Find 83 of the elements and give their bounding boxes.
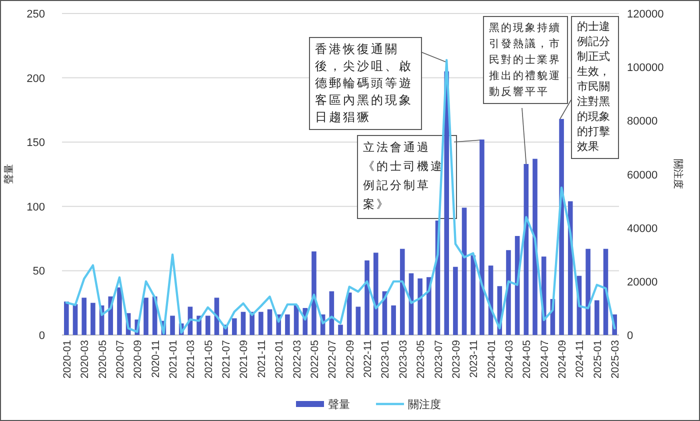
bar bbox=[586, 248, 590, 335]
y2-tick-label: 100000 bbox=[627, 62, 664, 74]
bar bbox=[338, 324, 343, 335]
x-tick-label: 2023-09 bbox=[450, 340, 462, 379]
bar bbox=[232, 318, 237, 335]
bar bbox=[391, 305, 396, 335]
y2-tick-label: 120000 bbox=[627, 8, 664, 20]
x-tick-label: 2024-07 bbox=[538, 340, 551, 379]
bar bbox=[285, 314, 290, 335]
y-tick-label: 250 bbox=[26, 8, 45, 20]
y2-axis-title: 關注度 bbox=[672, 159, 684, 189]
bar bbox=[267, 309, 272, 335]
x-tick-label: 2022-03 bbox=[291, 340, 304, 379]
bar bbox=[90, 302, 96, 335]
text: 的士違例記分制正式生效，市民關注對黑的現象的打擊效果 bbox=[577, 21, 610, 153]
bar bbox=[559, 118, 564, 335]
bar bbox=[117, 287, 122, 335]
x-tick-label: 2023-11 bbox=[468, 340, 480, 378]
annotation: 香港恢復通關後，尖沙咀、啟德郵輪碼頭等遊客區內黑的現象日趨猖獗 bbox=[309, 37, 422, 130]
x-tick-label: 2020-05 bbox=[96, 340, 109, 379]
bar bbox=[205, 316, 210, 335]
bar bbox=[356, 306, 361, 335]
x-tick-label: 2022-07 bbox=[326, 340, 339, 379]
bar bbox=[453, 266, 458, 335]
x-tick-label: 2022-11 bbox=[362, 340, 374, 378]
x-tick-label: 2020-11 bbox=[150, 340, 162, 378]
bar bbox=[312, 251, 316, 335]
x-tick-label: 2025-03 bbox=[610, 340, 622, 379]
x-tick-label: 2023-01 bbox=[380, 340, 392, 379]
bar bbox=[240, 312, 246, 335]
bar bbox=[594, 300, 600, 335]
y2-tick-label: 0 bbox=[627, 330, 634, 342]
bar bbox=[82, 298, 87, 335]
x-tick-label: 2021-11 bbox=[256, 340, 268, 378]
y2-tick-label: 60000 bbox=[627, 169, 658, 182]
bar bbox=[170, 316, 175, 335]
x-tick-label: 2023-05 bbox=[415, 340, 428, 379]
y-tick-label: 150 bbox=[26, 137, 45, 150]
y2-tick-label: 80000 bbox=[627, 116, 658, 128]
bar bbox=[506, 250, 511, 335]
legend-label: 聲量 bbox=[328, 398, 350, 411]
x-tick-label: 2021-09 bbox=[238, 340, 250, 379]
bar bbox=[400, 248, 405, 335]
x-tick-label: 2024-01 bbox=[486, 340, 498, 379]
x-tick-label: 2020-09 bbox=[132, 340, 144, 379]
bar bbox=[364, 260, 370, 335]
x-tick-label: 2024-09 bbox=[556, 340, 569, 379]
bar bbox=[72, 304, 78, 335]
bar bbox=[480, 140, 484, 335]
x-tick-label: 2022-05 bbox=[308, 340, 321, 379]
bar bbox=[462, 208, 467, 335]
bar bbox=[418, 278, 422, 335]
y-tick-label: 50 bbox=[32, 266, 45, 278]
x-tick-label: 2024-05 bbox=[521, 340, 534, 379]
bar bbox=[470, 255, 476, 335]
legend-label: 關注度 bbox=[408, 398, 441, 411]
y-axis-title: 聲量 bbox=[3, 164, 15, 184]
x-tick-label: 2020-07 bbox=[114, 340, 126, 379]
y2-tick-label: 20000 bbox=[627, 276, 658, 288]
x-tick-label: 2021-03 bbox=[185, 340, 198, 379]
annotation: 黑的現象持續引發熱議，市民對的士業界推出的禮貌運動反響平平 bbox=[483, 16, 568, 104]
x-tick-label: 2020-03 bbox=[79, 340, 92, 379]
bar bbox=[373, 252, 378, 335]
x-tick-label: 2023-07 bbox=[432, 340, 445, 379]
x-tick-label: 2020-01 bbox=[61, 340, 74, 379]
x-tick-label: 2025-01 bbox=[592, 340, 604, 379]
y-tick-label: 200 bbox=[26, 72, 45, 85]
x-tick-label: 2021-01 bbox=[168, 340, 180, 379]
bar bbox=[532, 158, 538, 335]
y2-tick-label: 40000 bbox=[627, 222, 658, 235]
bar bbox=[258, 312, 264, 335]
x-tick-label: 2024-11 bbox=[574, 340, 586, 378]
x-tick-label: 2023-03 bbox=[397, 340, 410, 379]
y-tick-label: 100 bbox=[26, 201, 45, 214]
bar bbox=[64, 302, 69, 335]
x-tick-label: 2021-07 bbox=[220, 340, 233, 379]
x-tick-label: 2024-03 bbox=[503, 340, 516, 379]
y-tick-label: 0 bbox=[38, 330, 45, 342]
x-tick-label: 2022-09 bbox=[344, 340, 356, 379]
annotation: 立法會通過《的士司機違例記分制草案》 bbox=[357, 135, 457, 219]
x-tick-label: 2021-05 bbox=[202, 340, 215, 379]
bar bbox=[144, 298, 148, 335]
x-tick-label: 2022-01 bbox=[274, 340, 286, 379]
